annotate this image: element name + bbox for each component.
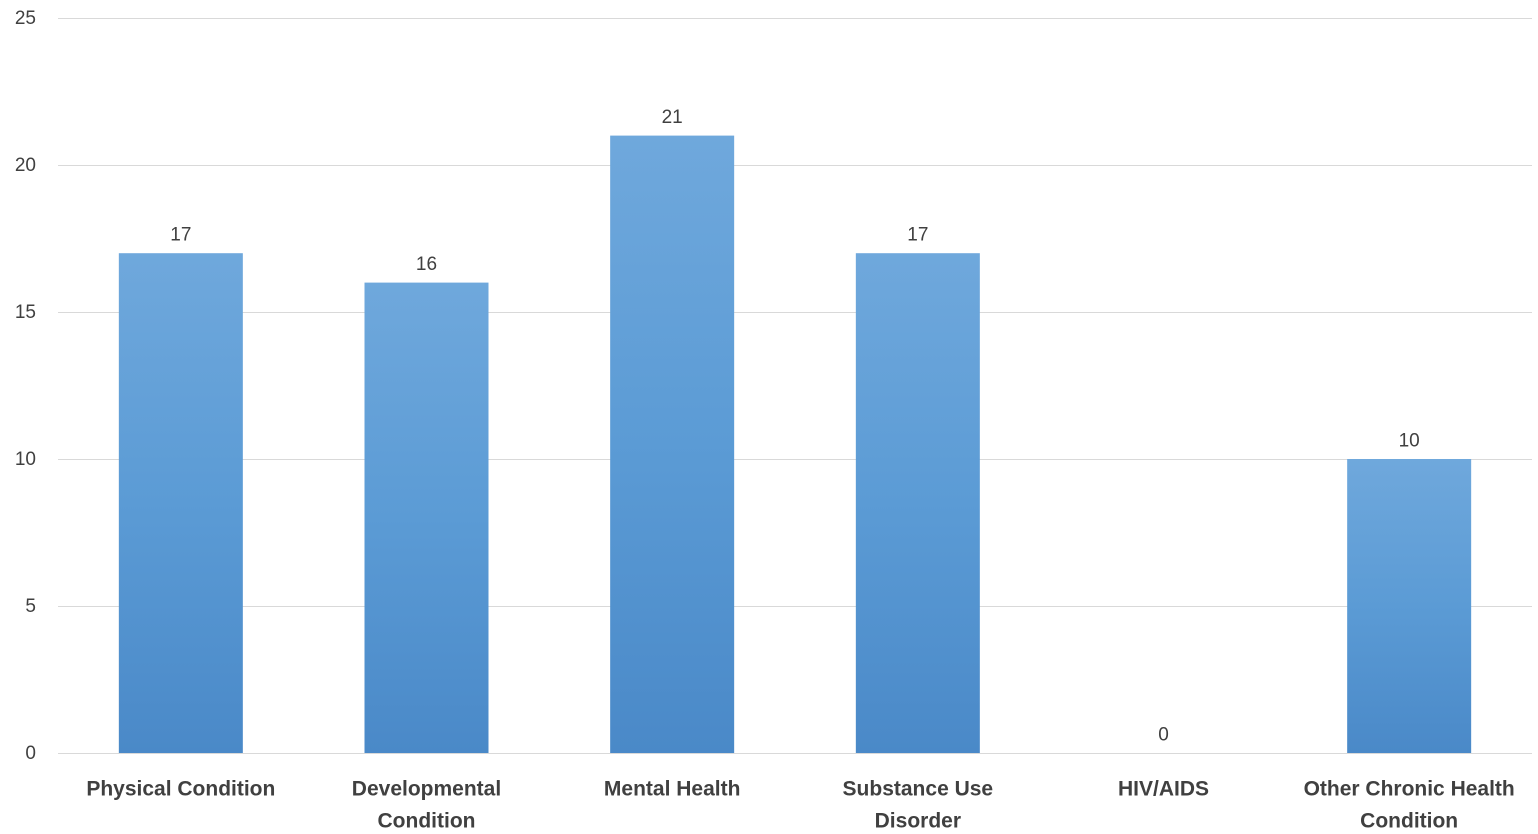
data-label-0: 17: [170, 225, 191, 246]
category-label-line: Substance Use: [843, 778, 994, 801]
bar-2: [610, 135, 735, 754]
category-label-line: Other Chronic Health: [1304, 778, 1515, 801]
category-label-4: HIV/AIDS: [1118, 778, 1209, 801]
bars: [118, 135, 1472, 754]
category-label-1: Developmental Condition: [352, 778, 501, 833]
category-label-line: Developmental: [352, 778, 501, 801]
data-label-3: 17: [907, 225, 928, 246]
category-label-line: HIV/AIDS: [1118, 778, 1209, 801]
bar-3: [855, 253, 980, 753]
y-tick-label-5: 5: [25, 596, 36, 617]
bar-0: [118, 253, 243, 753]
data-labels: 17 16 21 17 0 10: [170, 107, 1419, 745]
data-label-5: 10: [1399, 431, 1420, 452]
y-tick-label-15: 15: [15, 302, 36, 323]
y-tick-label-25: 25: [15, 8, 36, 29]
data-label-2: 21: [662, 107, 683, 128]
category-label-0: Physical Condition: [86, 778, 275, 801]
data-label-1: 16: [416, 254, 437, 275]
category-label-line: Mental Health: [604, 778, 741, 801]
category-label-line: Condition: [1360, 810, 1458, 833]
category-label-line: Disorder: [875, 810, 961, 833]
category-label-2: Mental Health: [604, 778, 741, 801]
category-label-3: Substance Use Disorder: [843, 778, 994, 833]
data-label-4: 0: [1158, 725, 1169, 746]
y-tick-label-10: 10: [15, 449, 36, 470]
category-label-5: Other Chronic Health Condition: [1304, 778, 1515, 833]
gridlines: [58, 18, 1532, 754]
y-tick-label-0: 0: [25, 743, 36, 764]
bar-1: [364, 282, 489, 753]
category-label-line: Condition: [378, 810, 476, 833]
category-label-line: Physical Condition: [86, 778, 275, 801]
x-axis-category-labels: Physical Condition Developmental Condition…: [86, 778, 1514, 833]
y-tick-label-20: 20: [15, 155, 36, 176]
y-axis-tick-labels: 0 5 10 15 20 25: [15, 8, 36, 764]
bar-5: [1347, 459, 1472, 753]
